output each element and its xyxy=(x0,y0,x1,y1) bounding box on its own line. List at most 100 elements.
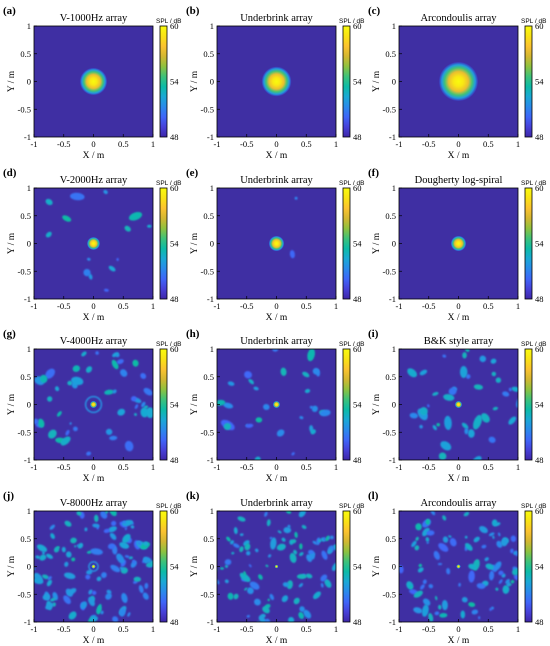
sidelobe-mark xyxy=(427,404,430,408)
sidelobe-mark xyxy=(461,596,468,603)
sidelobe-mark xyxy=(39,554,47,561)
heatmap-layer xyxy=(261,66,292,97)
sidelobe-mark xyxy=(305,573,313,579)
colorbar-tick-label: 54 xyxy=(353,400,362,410)
sidelobe-mark xyxy=(440,441,452,451)
sidelobe-mark xyxy=(232,543,240,548)
sidelobe-mark xyxy=(434,611,440,616)
sidelobe-mark xyxy=(458,582,461,587)
sidelobe-mark xyxy=(461,422,469,429)
sidelobe-mark xyxy=(233,527,238,535)
sidelobe-mark xyxy=(73,426,78,432)
sidelobe-mark xyxy=(86,451,92,456)
sidelobe-mark xyxy=(506,581,510,587)
sidelobe-mark xyxy=(246,551,251,556)
sidelobe-mark xyxy=(223,422,232,431)
sidelobe-mark xyxy=(107,543,116,550)
y-tick-label: 0 xyxy=(210,77,214,87)
heatmap-layer xyxy=(34,511,153,622)
sidelobe-mark xyxy=(266,519,271,527)
sidelobe-mark xyxy=(122,520,126,524)
y-tick-label: 0.5 xyxy=(203,372,214,382)
sidelobe-mark xyxy=(299,543,303,550)
sidelobe-ring xyxy=(88,561,99,572)
colorbar-title: SPL / dB xyxy=(521,180,546,187)
sidelobe-mark xyxy=(127,612,131,617)
colorbar xyxy=(343,26,350,137)
colorbar-title: SPL / dB xyxy=(521,341,546,348)
sidelobe-mark xyxy=(109,532,117,540)
sidelobe-mark xyxy=(254,598,261,606)
sidelobe-mark xyxy=(325,535,330,542)
y-tick-label: -0.5 xyxy=(201,589,214,599)
sidelobe-mark xyxy=(420,584,425,590)
y-tick-label: 0 xyxy=(210,400,214,410)
sidelobe-mark xyxy=(55,386,60,392)
colorbar-tick-label: 54 xyxy=(170,77,179,87)
colorbar xyxy=(343,511,350,622)
x-axis-label: X / m xyxy=(448,636,470,646)
heatmap-layer xyxy=(45,189,152,292)
colorbar xyxy=(525,511,532,622)
sidelobe-mark xyxy=(48,429,57,439)
sidelobe-mark xyxy=(478,616,481,620)
sidelobe-mark xyxy=(103,528,110,533)
colorbar-tick-label: 48 xyxy=(353,132,362,142)
x-tick-label: 0 xyxy=(91,301,95,311)
chart-panel: -1-1 -0.5 -0.5 0 0 0.5 0.5 1 1 X / m Y / m Arcondou… xyxy=(368,5,546,161)
sidelobe-mark xyxy=(264,511,268,517)
sidelobe-mark xyxy=(138,585,144,594)
y-tick-label: -0.5 xyxy=(18,427,31,437)
y-tick-label: -1 xyxy=(389,294,396,304)
colorbar-tick-label: 54 xyxy=(353,239,362,249)
sidelobe-mark xyxy=(327,549,333,555)
sidelobe-mark xyxy=(291,452,295,456)
chart-panel: -1-1 -0.5 -0.5 0 0 0.5 0.5 1 1 X / m Y / m Underbri… xyxy=(186,5,364,161)
sidelobe-mark xyxy=(46,579,52,587)
sidelobe-mark xyxy=(248,564,252,568)
sidelobe-mark xyxy=(510,548,514,554)
x-tick-label: -0.5 xyxy=(240,624,253,634)
sidelobe-mark xyxy=(77,542,84,549)
sidelobe-mark xyxy=(448,535,452,538)
x-tick-label: 1 xyxy=(151,139,155,149)
panel-label: (i) xyxy=(368,328,379,340)
sidelobe-mark xyxy=(116,553,125,564)
y-tick-label: 1 xyxy=(27,21,31,31)
chart-title: Arcondoulis array xyxy=(420,498,497,509)
y-tick-label: -0.5 xyxy=(201,266,214,276)
sidelobe-mark xyxy=(298,611,304,620)
x-tick-label: 1 xyxy=(516,624,520,634)
x-tick-label: 0.5 xyxy=(301,462,312,472)
sidelobe-mark xyxy=(124,225,131,232)
x-tick-label: 0 xyxy=(91,139,95,149)
sidelobe-mark xyxy=(320,574,328,582)
sidelobe-mark xyxy=(37,418,45,428)
sidelobe-mark xyxy=(88,596,95,607)
sidelobe-mark xyxy=(419,369,428,376)
sidelobe-mark xyxy=(90,548,103,555)
x-axis-label: X / m xyxy=(83,151,105,161)
sidelobe-mark xyxy=(444,415,452,430)
chart-panel: -1-1 -0.5 -0.5 0 0 0.5 0.5 1 1 X / m Y / m V-1000Hz… xyxy=(3,5,181,161)
sidelobe-mark xyxy=(143,541,149,546)
sidelobe-mark xyxy=(108,265,116,272)
y-tick-label: 0.5 xyxy=(20,211,31,221)
colorbar-tick-label: 54 xyxy=(170,400,179,410)
sidelobe-mark xyxy=(502,585,510,594)
y-tick-label: 1 xyxy=(27,344,31,354)
x-axis-label: X / m xyxy=(83,636,105,646)
x-tick-label: -0.5 xyxy=(240,139,253,149)
sidelobe-mark xyxy=(293,549,298,555)
sidelobe-mark xyxy=(419,407,428,416)
sidelobe-mark xyxy=(268,554,272,558)
y-tick-label: -1 xyxy=(389,132,396,142)
sidelobe-mark xyxy=(244,371,252,379)
sidelobe-mark xyxy=(269,536,273,540)
x-tick-label: 1 xyxy=(334,139,338,149)
sidelobe-mark xyxy=(103,189,108,195)
sidelobe-mark xyxy=(254,548,259,553)
sidelobe-mark xyxy=(134,404,139,410)
sidelobe-mark xyxy=(476,583,486,589)
colorbar-tick-label: 60 xyxy=(353,183,362,193)
